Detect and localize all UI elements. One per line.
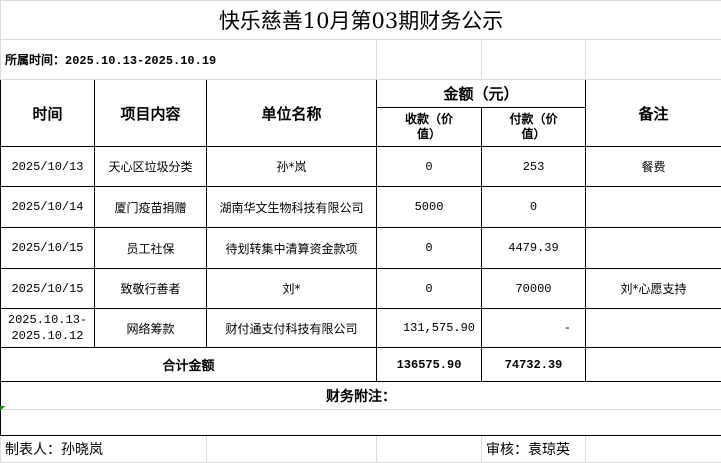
cell-income: 0 [377, 269, 482, 309]
page-title: 快乐慈善10月第03期财务公示 [1, 1, 721, 40]
cell-unit: 孙*岚 [207, 147, 377, 187]
cell-item: 网络筹款 [95, 309, 207, 348]
empty-cell [207, 436, 377, 463]
cell-item: 致敬行善者 [95, 269, 207, 309]
total-expense: 74732.39 [482, 348, 586, 382]
cell-time: 2025/10/14 [1, 187, 95, 228]
cell-expense: 4479.39 [482, 228, 586, 269]
notes-content [1, 410, 721, 436]
cell-expense: 0 [482, 187, 586, 228]
empty-cell [586, 348, 721, 382]
total-label: 合计金额 [1, 348, 377, 382]
cell-time: 2025.10.13-2025.10.12 [1, 309, 95, 348]
cell-time: 2025/10/15 [1, 269, 95, 309]
cell-income: 131,575.90 [377, 309, 482, 348]
empty-cell [377, 40, 482, 80]
header-remark: 备注 [586, 80, 721, 147]
cell-expense: - [482, 309, 586, 348]
empty-cell [482, 40, 586, 80]
cell-income: 0 [377, 147, 482, 187]
cell-remark [586, 309, 721, 348]
cell-income: 5000 [377, 187, 482, 228]
header-income: 收款（价值） [377, 108, 482, 147]
cell-remark [586, 228, 721, 269]
cell-expense: 253 [482, 147, 586, 187]
header-unit: 单位名称 [207, 80, 377, 147]
cell-remark [586, 187, 721, 228]
empty-cell [586, 40, 721, 80]
header-expense: 付款（价值） [482, 108, 586, 147]
period: 所属时间：2025.10.13-2025.10.19 [1, 40, 377, 80]
empty-cell [377, 436, 482, 463]
cell-unit: 湖南华文生物科技有限公司 [207, 187, 377, 228]
header-amount: 金额（元） [377, 80, 586, 108]
cell-expense: 70000 [482, 269, 586, 309]
cell-unit: 刘* [207, 269, 377, 309]
cell-time: 2025/10/15 [1, 228, 95, 269]
header-time: 时间 [1, 80, 95, 147]
period-value: 2025.10.13-2025.10.19 [65, 54, 216, 68]
notes-label: 财务附注： [1, 382, 721, 410]
cell-item: 员工社保 [95, 228, 207, 269]
cell-time: 2025/10/13 [1, 147, 95, 187]
header-item: 项目内容 [95, 80, 207, 147]
cell-remark: 餐费 [586, 147, 721, 187]
total-income: 136575.90 [377, 348, 482, 382]
empty-cell [586, 436, 721, 463]
auditor: 审核：袁琼英 [482, 436, 586, 463]
cell-item: 天心区垃圾分类 [95, 147, 207, 187]
cell-item: 厦门疫苗捐赠 [95, 187, 207, 228]
cell-unit: 待划转集中清算资金款项 [207, 228, 377, 269]
cell-income: 0 [377, 228, 482, 269]
cell-comment-marker [0, 406, 5, 411]
period-label: 所属时间： [5, 53, 65, 67]
cell-unit: 财付通支付科技有限公司 [207, 309, 377, 348]
preparer: 制表人：孙晓岚 [1, 436, 207, 463]
cell-remark: 刘*心愿支持 [586, 269, 721, 309]
